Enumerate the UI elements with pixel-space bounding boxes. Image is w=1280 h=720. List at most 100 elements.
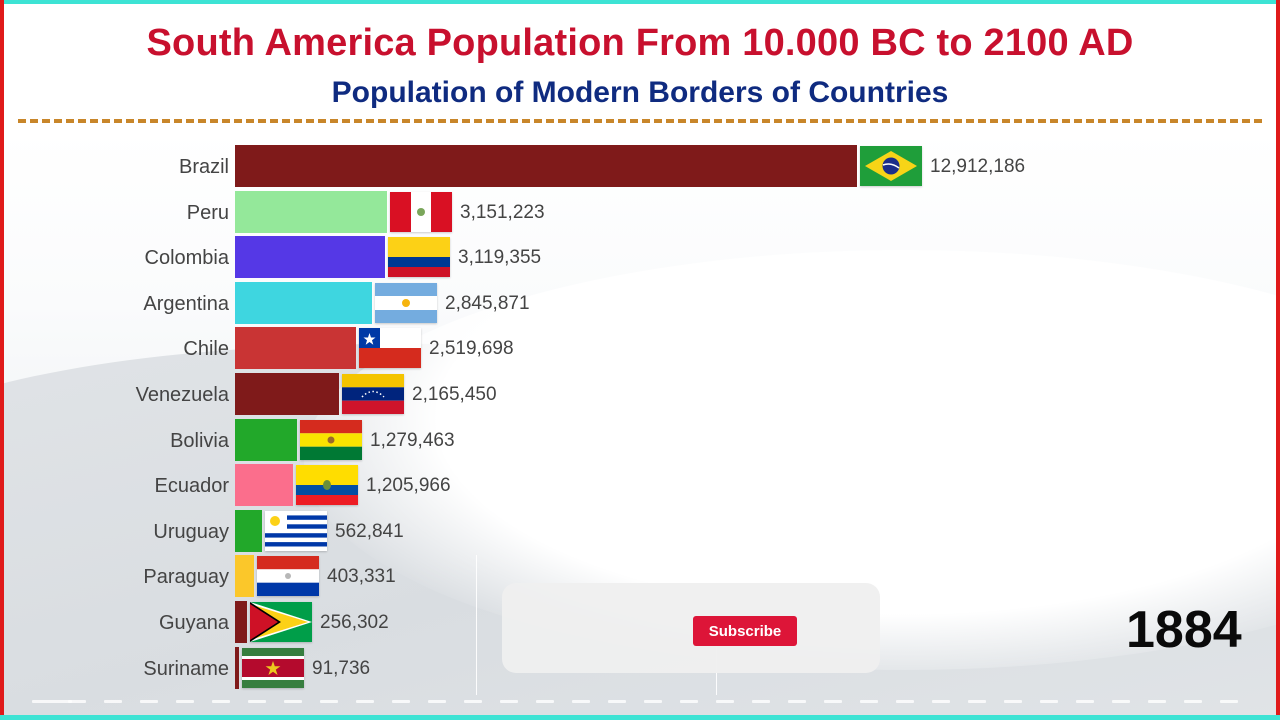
- ecuador-flag-icon: [296, 465, 358, 506]
- bar: [235, 418, 297, 461]
- timeline-tick: [860, 700, 878, 703]
- chart-row: Uruguay 562,841: [0, 509, 1280, 554]
- country-label: Bolivia: [170, 429, 229, 452]
- chart-row: Colombia 3,119,355: [0, 236, 1280, 280]
- timeline-tick: [392, 700, 410, 703]
- bar: [235, 236, 385, 279]
- subscribe-button[interactable]: Subscribe: [693, 616, 797, 646]
- chart-row: Chile 2,519,698: [0, 327, 1280, 371]
- value-label: 1,205,966: [366, 475, 451, 497]
- bar: [235, 509, 262, 552]
- value-label: 2,519,698: [429, 338, 514, 360]
- timeline-tick: [716, 700, 734, 703]
- bar: [235, 601, 247, 643]
- country-label: Peru: [186, 201, 229, 224]
- timeline-tick: [1004, 700, 1022, 703]
- bar: [235, 190, 387, 233]
- chart-row: Suriname 91,736: [0, 646, 1280, 691]
- timeline-tick: [788, 700, 806, 703]
- timeline-tick: [1040, 700, 1058, 703]
- value-label: 256,302: [320, 612, 389, 633]
- timeline-tick: [572, 700, 590, 703]
- suriname-flag-icon: [242, 647, 304, 688]
- value-label: 562,841: [335, 520, 404, 542]
- timeline-tick: [1076, 700, 1094, 703]
- timeline-tick: [644, 700, 662, 703]
- timeline-tick: [104, 700, 122, 703]
- country-label: Guyana: [158, 612, 229, 634]
- timeline-tick: [140, 700, 158, 703]
- timeline-tick: [896, 700, 914, 703]
- timeline-tick: [824, 700, 842, 703]
- chart-row: Bolivia 1,279,463: [0, 418, 1280, 463]
- bar: [235, 646, 239, 689]
- value-label: 3,119,355: [458, 247, 542, 269]
- peru-flag-icon: [390, 191, 452, 232]
- timeline-tick: [464, 700, 482, 703]
- chart-subtitle: Population of Modern Borders of Countrie…: [331, 76, 949, 109]
- chart-title: South America Population From 10.000 BC …: [146, 22, 1134, 64]
- country-label: Chile: [183, 338, 229, 361]
- timeline-tick: [968, 700, 986, 703]
- brazil-flag-icon: [860, 146, 922, 186]
- country-label: Suriname: [143, 657, 229, 680]
- timeline-ticks: [20, 700, 1260, 704]
- frame-left-border: [0, 0, 4, 720]
- value-label: 91,736: [312, 657, 371, 679]
- timeline-tick: [608, 700, 626, 703]
- timeline-tick: [500, 700, 518, 703]
- venezuela-flag-icon: [342, 374, 404, 414]
- timeline-tick: [356, 700, 374, 703]
- timeline-tick: [68, 700, 86, 703]
- uruguay-flag-icon: [265, 510, 327, 551]
- timeline-tick: [248, 700, 266, 703]
- argentina-flag-icon: [375, 282, 437, 323]
- chart-row: Brazil 12,912,186: [0, 145, 1280, 189]
- chart-row: Argentina 2,845,871: [0, 281, 1280, 326]
- country-label: Uruguay: [153, 520, 229, 543]
- bar: [235, 555, 254, 598]
- bar: [235, 281, 372, 324]
- timeline-tick: [212, 700, 230, 703]
- frame-right-border: [1276, 0, 1280, 720]
- frame-bottom-border: [0, 715, 1280, 720]
- bar: [235, 145, 857, 187]
- value-label: 2,165,450: [412, 384, 497, 405]
- timeline-tick: [536, 700, 554, 703]
- value-label: 1,279,463: [370, 429, 455, 451]
- timeline-tick: [320, 700, 338, 703]
- colombia-flag-icon: [388, 237, 450, 278]
- timeline-tick: [32, 700, 72, 703]
- timeline-tick: [1148, 700, 1166, 703]
- chart-row: Peru 3,151,223: [0, 190, 1280, 235]
- chart-row: Venezuela 2,165,450: [0, 373, 1280, 417]
- country-label: Argentina: [143, 292, 229, 315]
- country-label: Ecuador: [154, 475, 230, 498]
- timeline-tick: [932, 700, 950, 703]
- value-label: 403,331: [327, 566, 396, 588]
- frame-top-border: [0, 0, 1280, 4]
- country-label: Paraguay: [143, 566, 229, 589]
- current-year-label: 1884: [1126, 601, 1242, 659]
- guyana-flag-icon: [250, 602, 312, 642]
- paraguay-flag-icon: [257, 556, 319, 597]
- timeline-tick: [680, 700, 698, 703]
- timeline-tick: [1184, 700, 1202, 703]
- timeline-tick: [428, 700, 446, 703]
- bar: [235, 327, 356, 370]
- timeline-tick: [752, 700, 770, 703]
- country-label: Brazil: [178, 156, 229, 178]
- bolivia-flag-icon: [300, 419, 362, 460]
- bar: [235, 464, 293, 507]
- timeline-tick: [176, 700, 194, 703]
- timeline-tick: [1112, 700, 1130, 703]
- bar: [235, 373, 339, 415]
- value-label: 3,151,223: [460, 201, 545, 223]
- chart-row: Guyana 256,302: [0, 601, 1280, 645]
- chart-row: Paraguay 403,331: [0, 555, 1280, 599]
- value-label: 2,845,871: [445, 292, 530, 314]
- timeline-tick: [1220, 700, 1238, 703]
- chart-row: Ecuador 1,205,966: [0, 464, 1280, 508]
- title-divider: [18, 119, 1262, 123]
- chile-flag-icon: [359, 328, 421, 369]
